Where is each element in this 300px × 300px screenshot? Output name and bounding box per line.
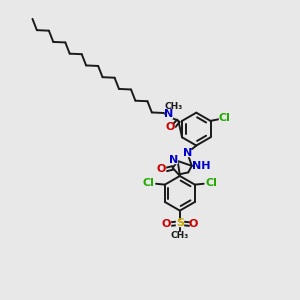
Text: S: S [176, 218, 184, 228]
Text: Cl: Cl [205, 178, 217, 188]
Text: O: O [189, 219, 198, 229]
Bar [219, 115, 230, 121]
Bar [163, 221, 170, 227]
Text: Cl: Cl [219, 113, 230, 123]
Bar [165, 111, 172, 118]
Text: N: N [164, 110, 173, 119]
Bar [167, 124, 174, 130]
Bar [205, 179, 217, 186]
Text: CH₃: CH₃ [171, 231, 189, 240]
Bar [184, 150, 191, 156]
Bar [170, 157, 177, 164]
Bar [190, 221, 197, 227]
Bar [195, 163, 206, 170]
Bar [172, 232, 188, 239]
Text: CH₃: CH₃ [165, 102, 183, 111]
Bar [176, 220, 183, 226]
Text: O: O [161, 219, 171, 229]
Text: Cl: Cl [143, 178, 155, 188]
Bar [166, 103, 182, 110]
Text: N: N [183, 148, 193, 158]
Text: O: O [166, 122, 175, 132]
Text: N: N [169, 155, 178, 165]
Bar [143, 179, 154, 186]
Text: NH: NH [191, 161, 210, 171]
Bar [158, 166, 165, 173]
Text: O: O [157, 164, 166, 174]
